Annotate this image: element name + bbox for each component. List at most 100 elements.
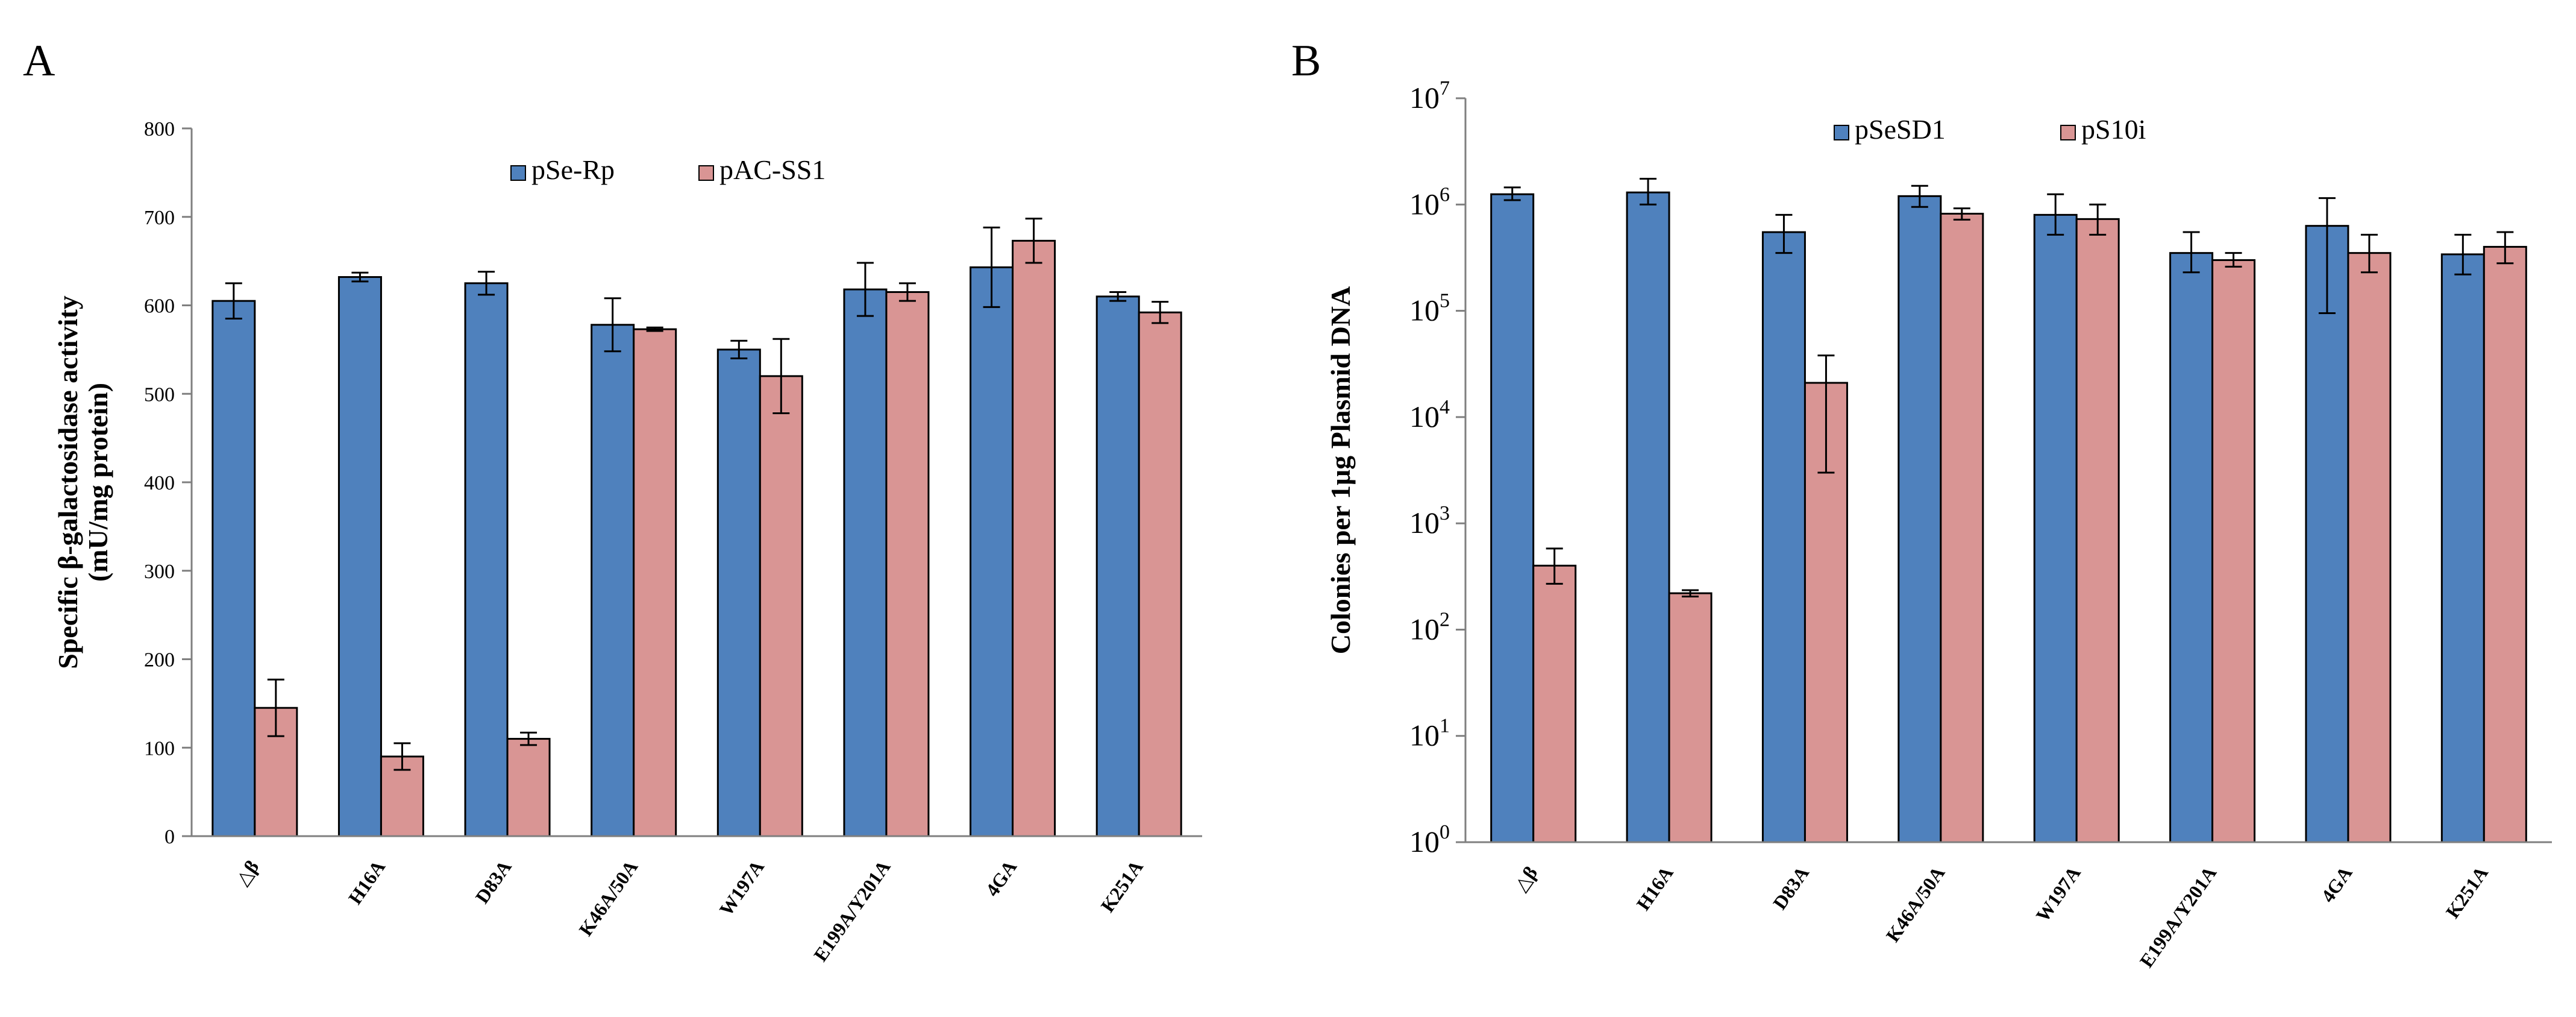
error-bar bbox=[2496, 231, 2514, 265]
x-category-label: △β bbox=[1509, 862, 1541, 895]
x-category-label: 4GA bbox=[981, 856, 1021, 900]
bar-series2 bbox=[885, 291, 930, 837]
bar-series2 bbox=[2075, 218, 2120, 843]
y-tick-label: 200 bbox=[144, 649, 175, 672]
bar-series1 bbox=[1761, 231, 1806, 843]
bar-series1 bbox=[1898, 195, 1942, 843]
y-tick-label: 400 bbox=[144, 472, 175, 494]
error-bar bbox=[2183, 231, 2200, 274]
bar-series2 bbox=[1668, 592, 1713, 843]
x-category-label: △β bbox=[231, 856, 263, 889]
legend-label: pS10i bbox=[2081, 114, 2146, 145]
y-tick-label: 103 bbox=[1409, 502, 1450, 540]
y-axis-title: Specific β-galactosidase activity bbox=[52, 295, 83, 669]
y-tick-exponent: 3 bbox=[1440, 502, 1450, 524]
y-tick-label: 100 bbox=[144, 737, 175, 760]
y-tick-label: 100 bbox=[1409, 821, 1450, 858]
y-tick-exponent: 4 bbox=[1440, 396, 1450, 418]
y-tick-exponent: 5 bbox=[1440, 290, 1450, 312]
error-bar bbox=[898, 282, 916, 302]
y-tick-base: 10 bbox=[1409, 825, 1440, 858]
bar-series1 bbox=[2033, 213, 2078, 843]
y-tick-base: 10 bbox=[1409, 506, 1440, 540]
y-tick-label: 700 bbox=[144, 207, 175, 229]
bar-series1 bbox=[2305, 225, 2349, 843]
bar-series2 bbox=[2211, 259, 2256, 843]
x-category-label: H16A bbox=[1632, 862, 1677, 914]
error-bar bbox=[2318, 197, 2336, 314]
x-category-label: 4GA bbox=[2316, 862, 2356, 906]
error-bar bbox=[1775, 213, 1793, 254]
legend-swatch bbox=[1834, 125, 1849, 140]
y-tick-label: 800 bbox=[144, 118, 175, 140]
y-tick-base: 10 bbox=[1409, 81, 1440, 115]
y-tick-base: 10 bbox=[1409, 719, 1440, 752]
x-category-label: H16A bbox=[344, 856, 389, 908]
error-bar bbox=[1025, 218, 1042, 264]
error-bar bbox=[772, 338, 790, 415]
bar-series2 bbox=[1138, 311, 1182, 837]
x-category-label: W197A bbox=[715, 856, 768, 919]
legend-label: pSe-Rp bbox=[531, 154, 615, 185]
error-bar bbox=[267, 678, 284, 737]
x-category-label: K46A/50A bbox=[574, 856, 642, 940]
y-tick-exponent: 1 bbox=[1440, 715, 1450, 737]
y-axis-title-units: (mU/mg protein) bbox=[83, 383, 113, 582]
error-bar bbox=[856, 262, 874, 317]
legend-label: pAC-SS1 bbox=[719, 154, 826, 185]
error-bar bbox=[2047, 193, 2064, 236]
y-axis-title: Colonies per 1μg Plasmid DNA bbox=[1325, 286, 1356, 654]
error-bar bbox=[730, 339, 748, 360]
y-tick-base: 10 bbox=[1409, 294, 1440, 327]
error-bar bbox=[2225, 252, 2242, 268]
y-tick-label: 107 bbox=[1409, 77, 1450, 115]
error-bar bbox=[646, 326, 663, 332]
bar-series2 bbox=[1012, 239, 1056, 837]
bar-series1 bbox=[212, 300, 256, 837]
error-bar bbox=[2360, 233, 2378, 274]
y-tick-exponent: 7 bbox=[1440, 77, 1450, 99]
bar-series1 bbox=[843, 288, 888, 837]
bar-series2 bbox=[506, 738, 551, 837]
bar-series2 bbox=[633, 328, 677, 837]
y-tick-label: 0 bbox=[165, 826, 175, 848]
bar-series2 bbox=[1940, 212, 1984, 843]
error-bar bbox=[1109, 291, 1127, 302]
x-category-label: K46A/50A bbox=[1881, 862, 1949, 946]
bar-series2 bbox=[2347, 252, 2392, 843]
x-category-label: E199A/Y201A bbox=[809, 856, 895, 965]
error-bar bbox=[1152, 301, 1169, 324]
y-tick-exponent: 0 bbox=[1440, 821, 1450, 843]
bar-series2 bbox=[1532, 564, 1577, 843]
bar-series2 bbox=[759, 375, 803, 837]
y-tick-base: 10 bbox=[1409, 187, 1440, 221]
y-tick-base: 10 bbox=[1409, 612, 1440, 646]
bar-series1 bbox=[1490, 193, 1535, 843]
error-bar bbox=[1682, 589, 1699, 597]
error-bar bbox=[478, 271, 495, 296]
error-bar bbox=[1953, 207, 1970, 221]
panel-b-label: B bbox=[1291, 36, 1321, 86]
y-tick-exponent: 6 bbox=[1440, 183, 1450, 206]
y-tick-label: 600 bbox=[144, 295, 175, 318]
x-category-label: E199A/Y201A bbox=[2136, 862, 2221, 971]
y-tick-label: 104 bbox=[1409, 396, 1450, 433]
y-tick-label: 105 bbox=[1409, 290, 1450, 327]
error-bar bbox=[351, 271, 369, 283]
bar-series1 bbox=[337, 276, 382, 837]
x-category-label: W197A bbox=[2031, 862, 2085, 925]
legend-swatch bbox=[510, 165, 526, 181]
bar-series1 bbox=[464, 282, 509, 837]
bar-series1 bbox=[970, 266, 1014, 837]
y-tick-exponent: 2 bbox=[1440, 608, 1450, 631]
error-bar bbox=[225, 282, 242, 320]
legend-swatch bbox=[698, 165, 714, 181]
error-bar bbox=[1546, 547, 1563, 585]
y-tick-base: 10 bbox=[1409, 400, 1440, 433]
error-bar bbox=[1640, 177, 1657, 206]
y-tick-label: 101 bbox=[1409, 715, 1450, 752]
error-bar bbox=[520, 731, 537, 746]
bar-series1 bbox=[591, 324, 635, 837]
y-tick-label: 500 bbox=[144, 383, 175, 406]
